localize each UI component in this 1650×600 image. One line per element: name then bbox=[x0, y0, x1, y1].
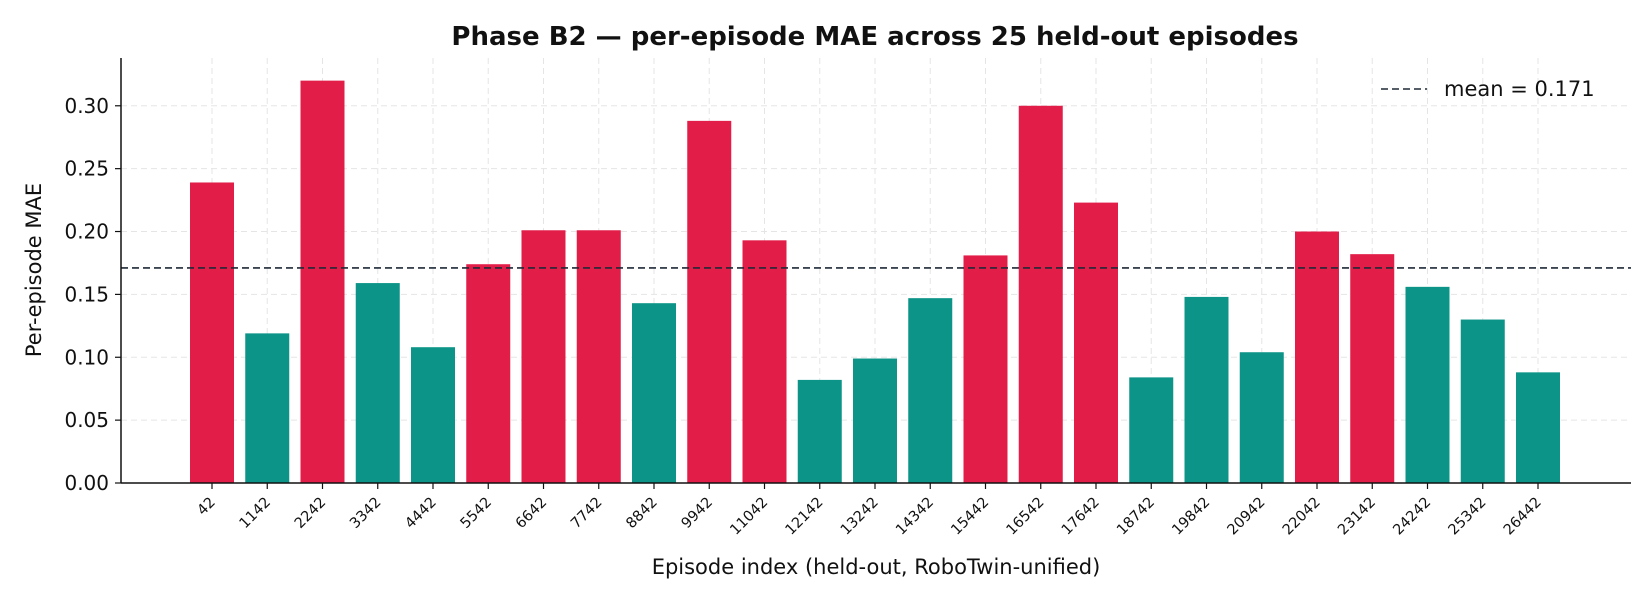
x-axis-label: Episode index (held-out, RoboTwin-unifie… bbox=[652, 555, 1101, 579]
bar-13242 bbox=[853, 358, 897, 483]
x-tick-label: 11042 bbox=[727, 495, 771, 539]
x-tick-label: 9942 bbox=[679, 495, 716, 532]
bar-24242 bbox=[1405, 286, 1450, 483]
x-tick-label: 13242 bbox=[838, 495, 882, 539]
bar-20942 bbox=[1239, 352, 1284, 483]
x-tick-label: 19842 bbox=[1169, 495, 1213, 539]
x-tick-label: 8842 bbox=[623, 495, 660, 532]
x-tick-label: 5542 bbox=[458, 495, 495, 532]
bar-19842 bbox=[1184, 296, 1229, 483]
x-tick-label: 4442 bbox=[402, 495, 439, 532]
y-ticks: 0.00 0.05 0.10 0.15 0.20 0.25 0.30 bbox=[64, 94, 121, 495]
x-tick-label: 20942 bbox=[1225, 495, 1269, 539]
axes bbox=[120, 58, 1631, 484]
chart-title: Phase B2 — per-episode MAE across 25 hel… bbox=[451, 22, 1298, 52]
bar-22042 bbox=[1295, 231, 1339, 483]
y-tick-label: 0.00 bbox=[64, 471, 109, 495]
x-tick-label: 12142 bbox=[783, 495, 827, 539]
y-tick-label: 0.20 bbox=[64, 220, 109, 244]
bar-26442 bbox=[1516, 372, 1560, 483]
x-tick-label: 1142 bbox=[237, 495, 274, 532]
x-tick-label: 14342 bbox=[893, 495, 937, 539]
x-tick-label: 7742 bbox=[568, 495, 605, 532]
bar-23142 bbox=[1350, 254, 1395, 483]
bar-16542 bbox=[1018, 105, 1063, 483]
bar-12142 bbox=[797, 379, 842, 483]
x-tick-label: 18742 bbox=[1114, 495, 1158, 539]
y-axis-label: Per-episode MAE bbox=[22, 183, 46, 357]
bar-6642 bbox=[521, 230, 566, 483]
bar-5542 bbox=[466, 264, 511, 483]
bars bbox=[190, 80, 1560, 484]
x-tick-label: 22042 bbox=[1280, 495, 1324, 539]
y-tick-label: 0.10 bbox=[64, 345, 109, 369]
y-tick-label: 0.25 bbox=[64, 157, 109, 181]
bar-42 bbox=[190, 182, 234, 484]
x-tick-label: 42 bbox=[194, 495, 218, 519]
bar-2242 bbox=[300, 80, 345, 484]
x-tick-label: 15442 bbox=[948, 495, 992, 539]
bar-8842 bbox=[632, 303, 676, 483]
x-tick-label: 17642 bbox=[1059, 495, 1103, 539]
x-tick-label: 25342 bbox=[1446, 495, 1490, 539]
bar-14342 bbox=[908, 298, 953, 483]
x-tick-label: 3342 bbox=[347, 495, 384, 532]
bar-3342 bbox=[355, 283, 400, 483]
x-tick-label: 6642 bbox=[513, 495, 550, 532]
bar-4442 bbox=[411, 347, 455, 483]
bar-1142 bbox=[245, 333, 290, 483]
bar-15442 bbox=[963, 255, 1008, 483]
x-tick-label: 23142 bbox=[1335, 495, 1379, 539]
bar-18742 bbox=[1129, 377, 1174, 483]
x-tick-label: 26442 bbox=[1501, 495, 1545, 539]
y-tick-label: 0.05 bbox=[64, 408, 109, 432]
bar-11042 bbox=[742, 240, 787, 483]
legend-mean-label: mean = 0.171 bbox=[1444, 77, 1595, 101]
bar-9942 bbox=[687, 120, 732, 484]
x-tick-label: 24242 bbox=[1390, 495, 1434, 539]
bar-17642 bbox=[1074, 202, 1118, 483]
x-tick-label: 16542 bbox=[1004, 495, 1048, 539]
bar-7742 bbox=[576, 230, 621, 483]
legend: mean = 0.171 bbox=[1381, 77, 1595, 101]
bar-25342 bbox=[1460, 319, 1505, 483]
y-tick-label: 0.30 bbox=[64, 94, 109, 118]
x-tick-label: 2242 bbox=[292, 495, 329, 532]
y-tick-label: 0.15 bbox=[64, 282, 109, 306]
x-ticks: 42 1142 2242 3342 4442 5542 6642 7742 8842 9942 11… bbox=[194, 483, 1545, 539]
